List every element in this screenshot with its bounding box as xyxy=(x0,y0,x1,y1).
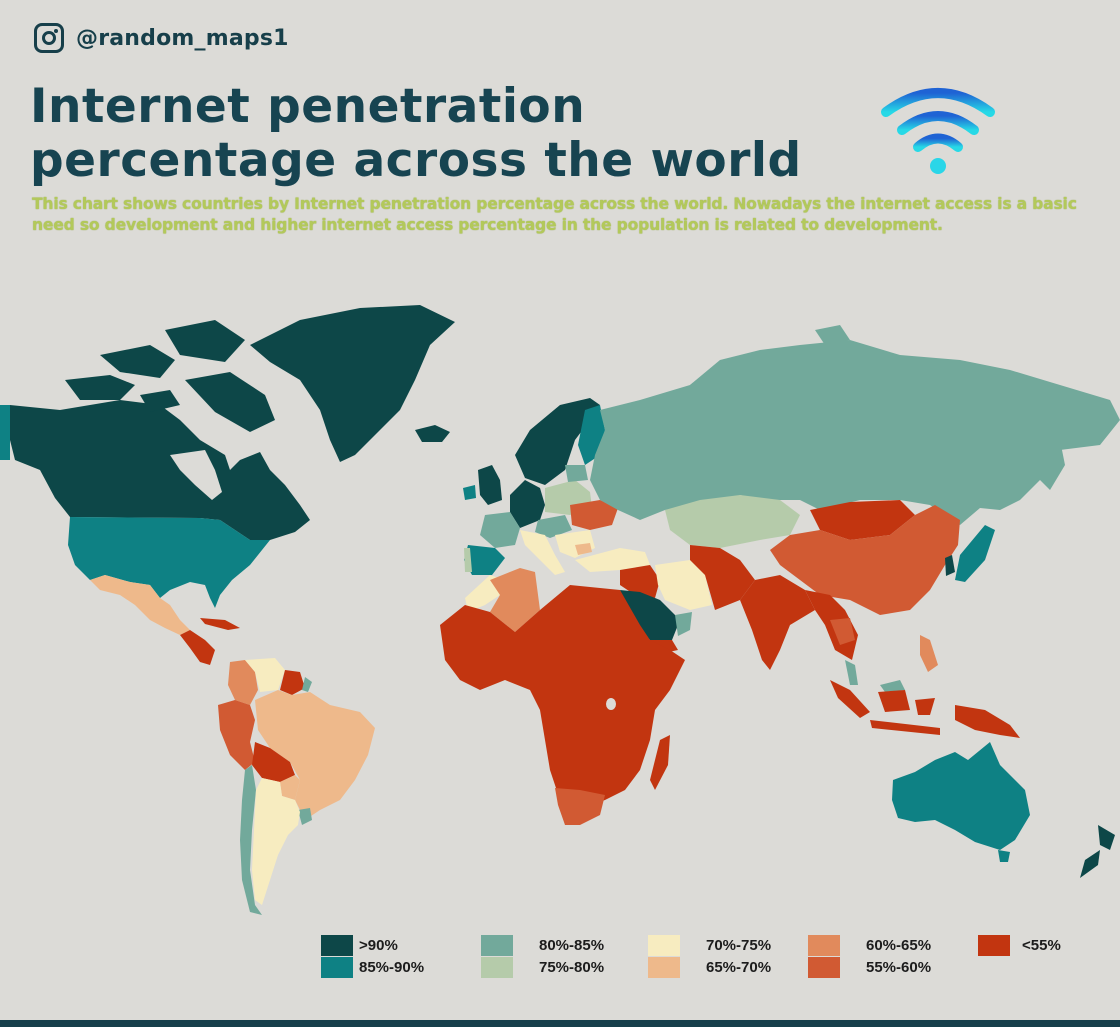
legend-label: >90% xyxy=(359,936,398,954)
world-map xyxy=(0,305,1120,915)
legend-item: 55%-60% xyxy=(808,956,978,978)
legend-label: 65%-70% xyxy=(706,958,772,976)
legend-item: 85%-90% xyxy=(321,956,481,978)
legend-label: 55%-60% xyxy=(866,958,932,976)
legend-swatch xyxy=(321,956,353,978)
legend-label: 85%-90% xyxy=(359,958,425,976)
legend-swatch xyxy=(648,956,680,978)
handle-text: @random_maps1 xyxy=(76,25,289,51)
legend-swatch xyxy=(481,934,513,956)
north-america xyxy=(0,305,455,665)
legend-swatch xyxy=(808,956,840,978)
legend-item: 80%-85% xyxy=(481,934,648,956)
legend-swatch xyxy=(321,934,353,956)
asia-south xyxy=(620,545,1020,738)
south-america xyxy=(218,658,375,915)
title-line-1: Internet penetration xyxy=(30,79,586,134)
legend-label: 70%-75% xyxy=(706,936,772,954)
oceania xyxy=(892,742,1115,878)
legend-swatch xyxy=(808,934,840,956)
legend-item: 60%-65% xyxy=(808,934,978,956)
legend-item: 70%-75% xyxy=(648,934,808,956)
chart-subtitle: This chart shows countries by Internet p… xyxy=(32,195,1077,234)
legend-item: >90% xyxy=(321,934,481,956)
bottom-bar xyxy=(0,1020,1120,1027)
legend-item: <55% xyxy=(978,934,1061,956)
legend-item: 65%-70% xyxy=(648,956,808,978)
wifi-icon xyxy=(881,88,995,174)
legend-swatch xyxy=(978,934,1010,956)
legend-swatch xyxy=(648,934,680,956)
legend-item: 75%-80% xyxy=(481,956,648,978)
legend: >90% 85%-90% 80%-85% 75%-80% 70%-75% 65%… xyxy=(321,934,1061,982)
legend-label: 60%-65% xyxy=(866,936,932,954)
instagram-icon xyxy=(34,23,64,53)
asia-north xyxy=(590,325,1120,615)
legend-label: <55% xyxy=(1022,936,1061,954)
africa xyxy=(440,568,685,825)
social-handle: @random_maps1 xyxy=(34,20,289,56)
legend-swatch xyxy=(481,956,513,978)
legend-label: 80%-85% xyxy=(539,936,605,954)
title-line-2: percentage across the world xyxy=(30,133,802,188)
legend-label: 75%-80% xyxy=(539,958,605,976)
chart-title: Internet penetration percentage across t… xyxy=(30,80,802,188)
europe xyxy=(463,398,650,575)
